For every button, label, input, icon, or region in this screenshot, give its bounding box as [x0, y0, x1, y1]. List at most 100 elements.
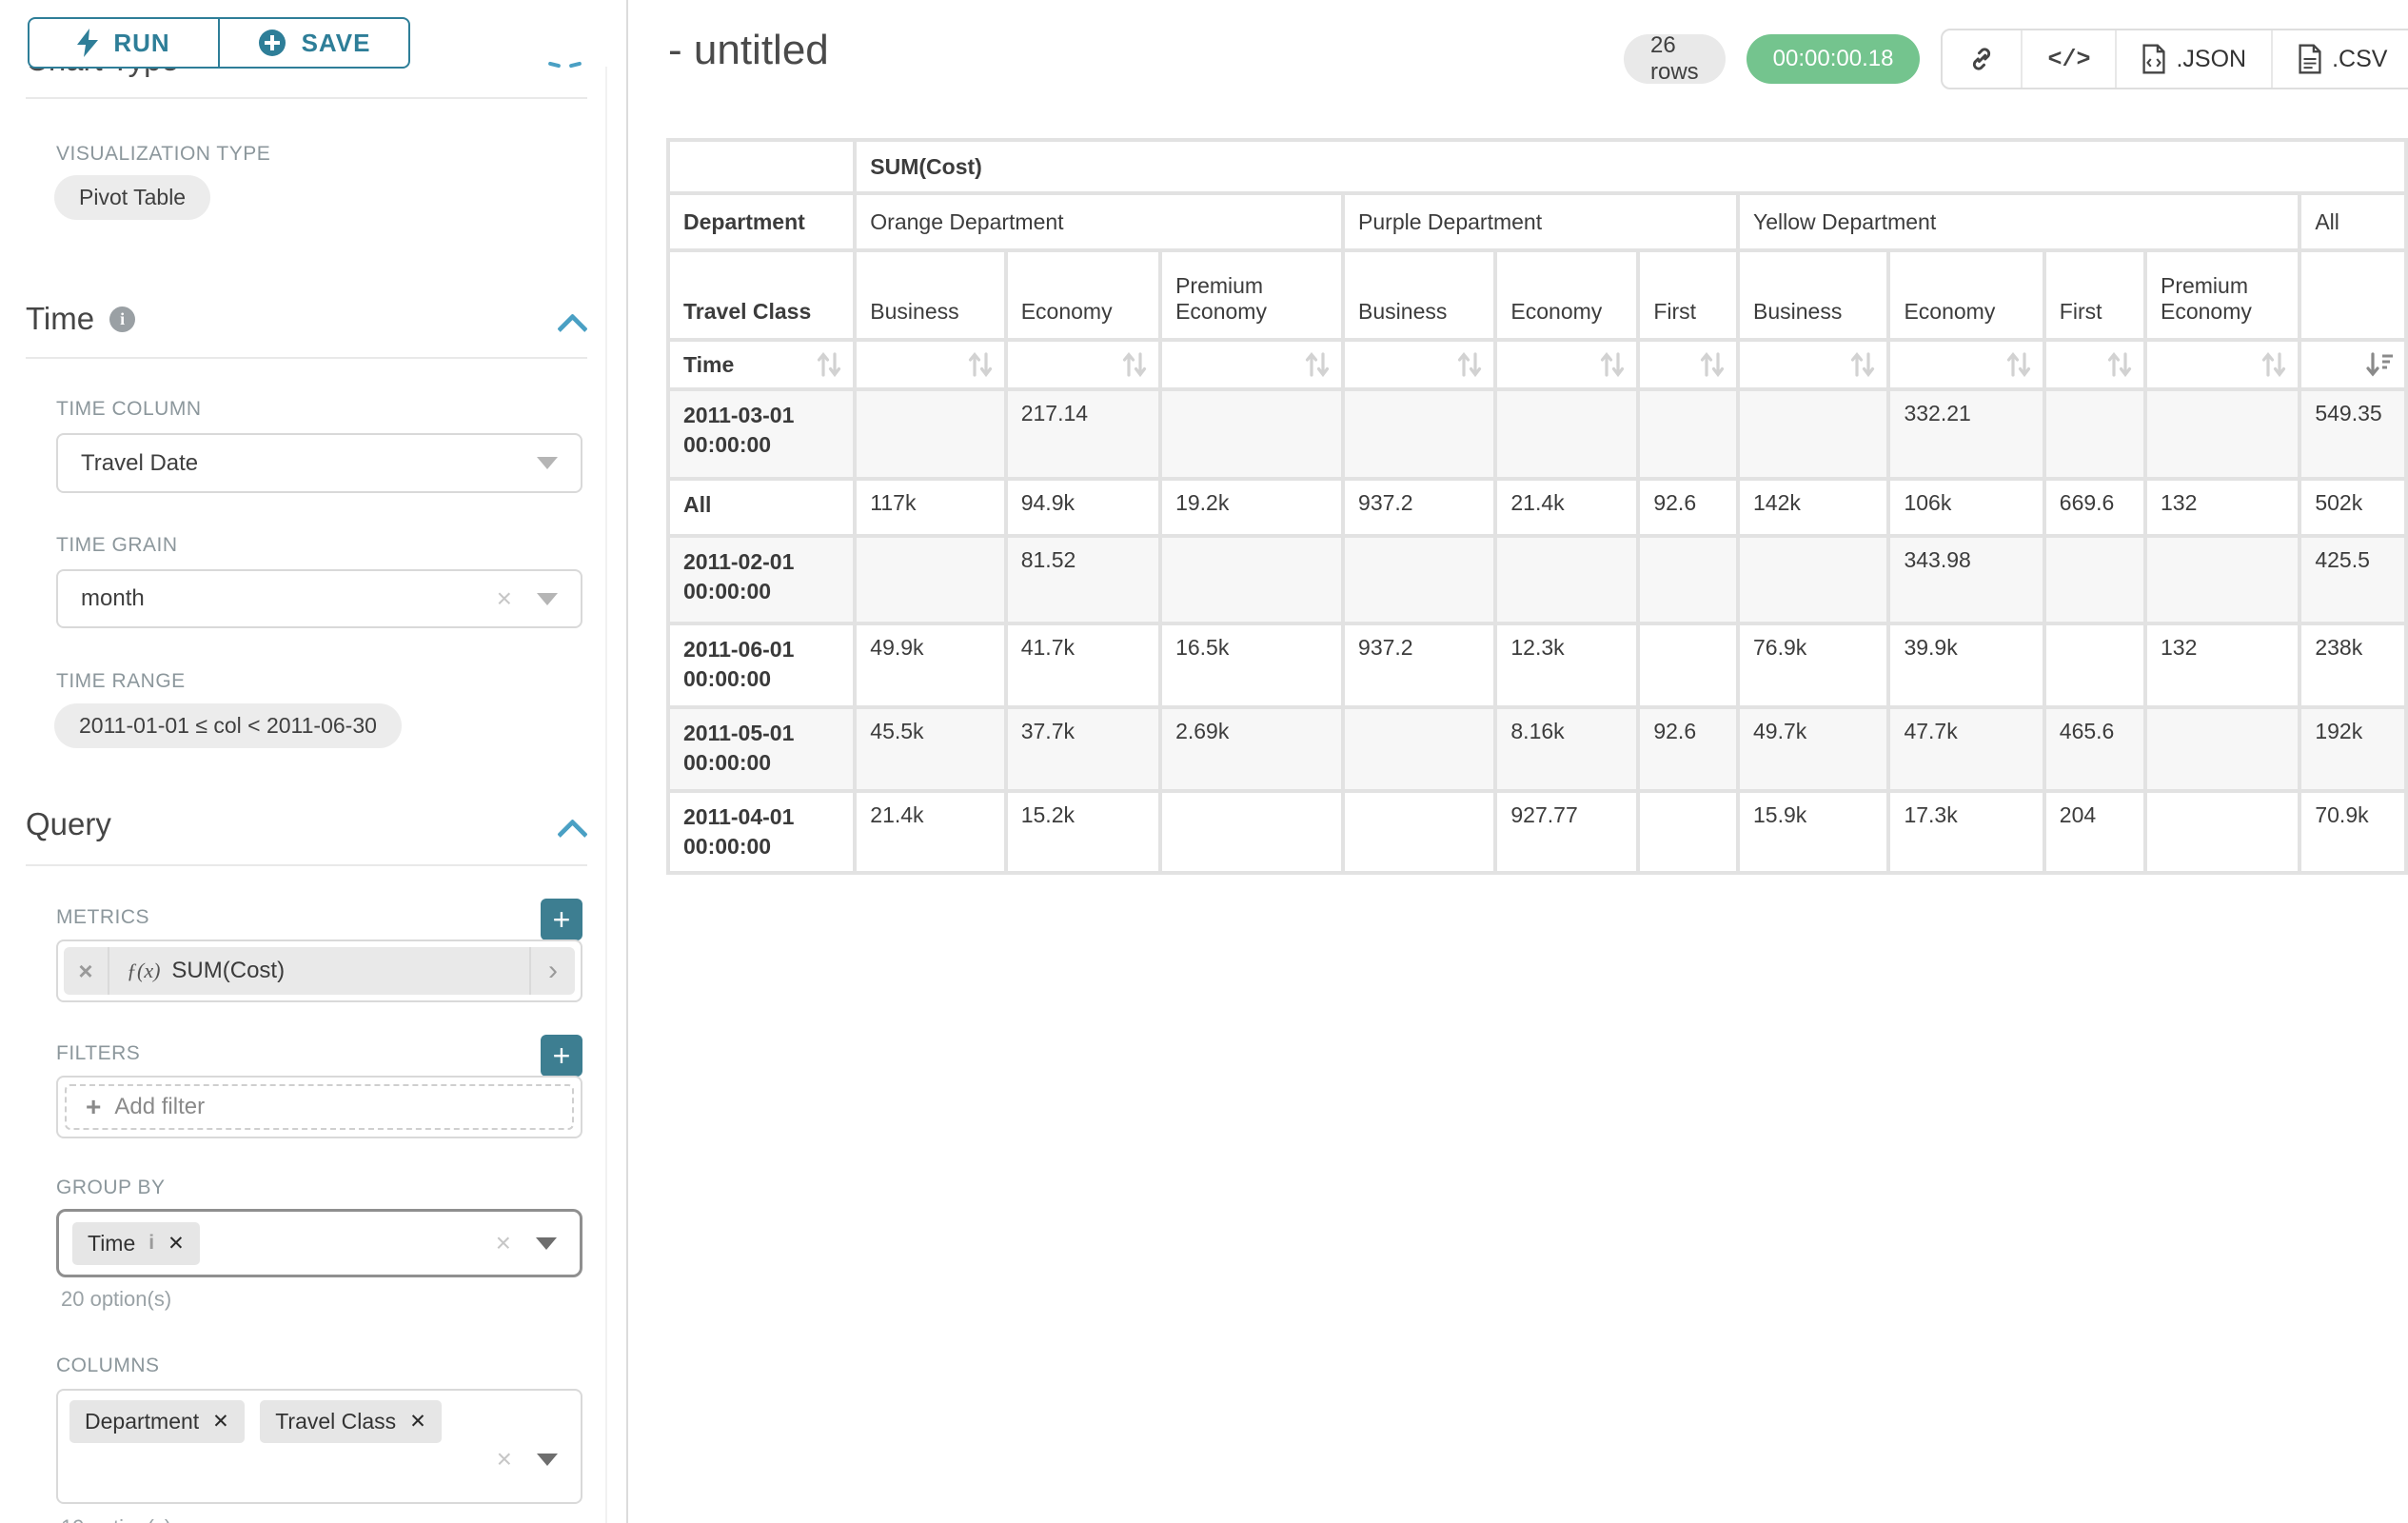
sort-descending-icon[interactable] [2364, 350, 2395, 379]
info-icon[interactable]: i [109, 306, 136, 332]
circle-plus-icon [258, 30, 286, 56]
pivot-value-cell: 332.21 [1890, 391, 2043, 477]
remove-chip-icon[interactable]: ✕ [409, 1411, 426, 1433]
columns-select[interactable]: Department ✕ Travel Class ✕ × [56, 1389, 582, 1504]
time-column-label: TIME COLUMN [56, 398, 202, 420]
sort-icon[interactable] [815, 350, 843, 379]
pivot-value-cell: 15.9k [1740, 793, 1887, 872]
expand-metric-icon[interactable]: › [529, 947, 575, 995]
remove-chip-icon[interactable]: ✕ [212, 1411, 229, 1433]
pivot-value-cell: 94.9k [1007, 481, 1159, 534]
pivot-value-cell: 204 [2045, 793, 2143, 872]
save-button[interactable]: SAVE [219, 17, 410, 69]
pivot-group-header: Orange Department [857, 195, 1342, 248]
pivot-value-cell: 132 [2146, 625, 2299, 705]
pivot-value-cell [2045, 538, 2143, 622]
pivot-value-cell: 2.69k [1162, 709, 1342, 789]
columns-chip[interactable]: Travel Class ✕ [260, 1400, 442, 1443]
sort-icon[interactable] [1848, 350, 1877, 379]
share-link-button[interactable] [1943, 30, 2021, 88]
run-save-button-group: RUN SAVE [28, 17, 410, 69]
pivot-value-cell: 49.7k [1740, 709, 1887, 789]
pivot-value-cell: 45.5k [857, 709, 1004, 789]
chevron-down-icon[interactable] [536, 1236, 557, 1250]
columns-label: COLUMNS [56, 1355, 160, 1376]
clear-icon[interactable]: × [496, 1444, 512, 1474]
clear-icon[interactable]: × [495, 1228, 511, 1257]
pivot-value-cell: 425.5 [2301, 538, 2404, 622]
time-column-select[interactable]: Travel Date [56, 433, 582, 493]
pivot-value-cell [1497, 538, 1637, 622]
sort-icon[interactable] [1303, 350, 1332, 379]
pivot-value-cell: 92.6 [1640, 709, 1737, 789]
collapse-query-section-icon[interactable] [562, 816, 584, 839]
add-filter-button[interactable]: + [541, 1035, 582, 1077]
pivot-value-cell [1162, 538, 1342, 622]
pivot-col-header: First [2045, 252, 2143, 338]
export-json-button[interactable]: .JSON [2115, 30, 2271, 88]
run-button[interactable]: RUN [28, 17, 219, 69]
pivot-row-label: 2011-06-01 00:00:00 [670, 625, 854, 705]
pivot-value-cell: 76.9k [1740, 625, 1887, 705]
control-panel-sidebar: Chart Type RUN SAVE VISUALIZATION TYPE [0, 0, 628, 1523]
collapse-time-section-icon[interactable] [562, 310, 584, 333]
columns-chip[interactable]: Department ✕ [69, 1400, 245, 1443]
chevron-down-icon[interactable] [537, 592, 558, 605]
view-query-button[interactable]: </> [2021, 30, 2115, 88]
pivot-value-cell: 217.14 [1007, 391, 1159, 477]
pivot-value-cell: 343.98 [1890, 538, 2043, 622]
pivot-value-cell [2045, 625, 2143, 705]
page-title[interactable]: - untitled [668, 27, 829, 73]
sort-icon[interactable] [1120, 350, 1149, 379]
clear-icon[interactable]: × [496, 583, 512, 613]
remove-metric-icon[interactable]: × [64, 947, 109, 995]
export-csv-button[interactable]: .CSV [2271, 30, 2408, 88]
add-metric-button[interactable]: + [541, 899, 582, 940]
sort-icon[interactable] [966, 350, 995, 379]
group-by-options-hint: 20 option(s) [61, 1287, 172, 1311]
time-range-pill[interactable]: 2011-01-01 ≤ col < 2011-06-30 [54, 703, 402, 748]
remove-chip-icon[interactable]: ✕ [168, 1232, 185, 1255]
pivot-value-cell [2146, 391, 2299, 477]
lightning-icon [77, 29, 99, 57]
time-grain-label: TIME GRAIN [56, 534, 178, 556]
pivot-sort-cell [2045, 342, 2143, 387]
time-grain-select[interactable]: month × [56, 569, 582, 628]
pivot-value-cell: 21.4k [1497, 481, 1637, 534]
sort-icon[interactable] [2260, 350, 2288, 379]
sort-icon[interactable] [2105, 350, 2134, 379]
visualization-type-pill[interactable]: Pivot Table [54, 175, 211, 220]
file-icon [2142, 44, 2166, 74]
group-by-chip[interactable]: Time i ✕ [72, 1221, 200, 1265]
columns-options-hint: 19 option(s) [61, 1515, 171, 1523]
pivot-value-cell [2045, 391, 2143, 477]
pivot-col-header: Business [1740, 252, 1887, 338]
pivot-sort-cell [2301, 342, 2404, 387]
filters-container: + Add filter [56, 1076, 582, 1138]
sort-icon[interactable] [1455, 350, 1484, 379]
pivot-value-cell: 132 [2146, 481, 2299, 534]
info-icon[interactable]: i [148, 1232, 155, 1254]
pivot-value-cell [1162, 391, 1342, 477]
pivot-row-label: 2011-02-01 00:00:00 [670, 538, 854, 622]
pivot-value-cell: 669.6 [2045, 481, 2143, 534]
divider [26, 864, 587, 866]
sort-icon[interactable] [1598, 350, 1627, 379]
chevron-down-icon[interactable] [537, 1453, 558, 1466]
pivot-metric-header: SUM(Cost) [857, 142, 2404, 191]
pivot-value-cell: 92.6 [1640, 481, 1737, 534]
add-filter-dropzone[interactable]: + Add filter [65, 1084, 574, 1130]
pivot-col-header: Economy [1890, 252, 2043, 338]
chevron-down-icon[interactable] [537, 457, 558, 469]
link-icon [1973, 48, 1991, 70]
pivot-value-cell: 465.6 [2045, 709, 2143, 789]
sort-icon[interactable] [1698, 350, 1727, 379]
pivot-value-cell [1345, 391, 1494, 477]
query-timer-badge: 00:00:00.18 [1746, 34, 1921, 84]
group-by-select[interactable]: Time i ✕ × [56, 1209, 582, 1277]
pivot-sort-cell [1497, 342, 1637, 387]
sort-icon[interactable] [2004, 350, 2033, 379]
pivot-row-dimension-label: Department [670, 195, 854, 248]
metric-pill[interactable]: × ƒ(x) SUM(Cost) › [64, 947, 575, 995]
metrics-container: × ƒ(x) SUM(Cost) › [56, 940, 582, 1002]
